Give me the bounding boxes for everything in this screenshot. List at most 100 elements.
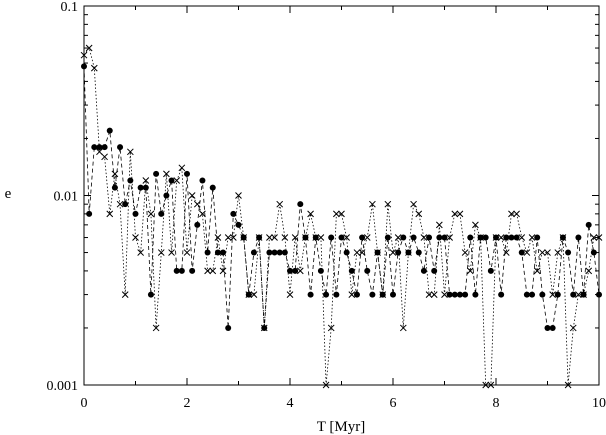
data-point-cross xyxy=(255,234,263,241)
data-point-circle xyxy=(585,221,592,228)
data-point-cross xyxy=(369,200,376,208)
x-tick-label: 0 xyxy=(81,396,88,411)
data-point-cross xyxy=(425,291,433,298)
data-point-cross xyxy=(343,234,351,241)
data-point-cross xyxy=(410,200,417,208)
data-point-cross xyxy=(214,234,222,241)
x-tick-label: 10 xyxy=(592,396,606,411)
data-point-cross xyxy=(188,192,196,199)
data-point-circle xyxy=(178,267,185,274)
data-point-circle xyxy=(565,249,572,256)
data-point-circle xyxy=(431,267,438,274)
data-point-cross xyxy=(590,234,598,241)
data-point-cross xyxy=(307,210,314,218)
data-point-cross xyxy=(461,249,469,256)
data-point-cross xyxy=(204,267,211,275)
data-point-circle xyxy=(353,291,360,298)
data-point-cross xyxy=(302,234,309,241)
data-point-circle xyxy=(184,170,190,177)
data-point-circle xyxy=(436,234,443,241)
data-point-circle xyxy=(400,234,407,241)
x-tick-label: 2 xyxy=(184,396,191,411)
data-point-circle xyxy=(467,234,474,241)
data-point-cross xyxy=(126,148,134,156)
data-point-circle xyxy=(554,291,561,298)
data-point-cross xyxy=(235,192,242,199)
data-point-cross xyxy=(492,234,500,241)
data-point-cross xyxy=(106,210,114,218)
data-point-cross xyxy=(405,249,412,256)
data-point-circle xyxy=(111,184,118,191)
data-point-circle xyxy=(117,144,124,151)
data-point-cross xyxy=(219,267,227,275)
data-point-circle xyxy=(317,267,324,274)
data-point-circle xyxy=(410,234,417,241)
data-point-cross xyxy=(569,324,577,332)
data-point-cross xyxy=(260,324,268,332)
data-point-cross xyxy=(276,200,284,208)
data-point-circle xyxy=(518,249,525,256)
data-point-circle xyxy=(281,249,288,256)
data-point-circle xyxy=(194,221,201,228)
data-point-circle xyxy=(513,234,520,241)
data-point-cross xyxy=(327,324,335,332)
data-point-circle xyxy=(575,234,582,241)
data-point-circle xyxy=(127,177,134,184)
data-point-cross xyxy=(199,210,206,218)
data-point-circle xyxy=(539,291,546,298)
data-point-cross xyxy=(312,234,320,241)
data-point-cross xyxy=(296,267,304,275)
data-point-cross xyxy=(168,249,175,256)
x-tick-label: 6 xyxy=(390,396,397,411)
data-point-circle xyxy=(163,192,170,199)
data-point-cross xyxy=(286,291,294,298)
data-point-cross xyxy=(152,324,160,332)
data-point-circle xyxy=(328,234,335,241)
data-point-cross xyxy=(497,234,505,241)
data-point-cross xyxy=(379,291,387,298)
data-point-circle xyxy=(415,249,422,256)
data-point-cross xyxy=(374,249,381,256)
data-point-circle xyxy=(199,177,206,184)
data-point-circle xyxy=(590,249,597,256)
data-point-cross xyxy=(477,234,484,241)
data-point-cross xyxy=(338,210,345,218)
data-point-cross xyxy=(90,64,98,72)
data-point-cross xyxy=(291,234,299,241)
data-point-circle xyxy=(214,249,221,256)
data-point-cross xyxy=(353,249,361,256)
data-point-circle xyxy=(570,291,577,298)
data-point-cross xyxy=(549,291,557,298)
data-point-circle xyxy=(323,291,330,298)
data-point-circle xyxy=(451,291,458,298)
data-point-cross xyxy=(332,210,340,218)
data-point-circle xyxy=(225,324,232,331)
data-point-cross xyxy=(430,291,438,298)
data-point-cross xyxy=(544,249,551,256)
data-point-cross xyxy=(415,210,423,218)
data-point-circle xyxy=(230,210,237,217)
data-point-cross xyxy=(85,44,93,52)
x-tick-label: 8 xyxy=(493,396,500,411)
data-point-cross xyxy=(559,234,567,241)
data-point-cross xyxy=(518,234,526,241)
data-point-cross xyxy=(399,324,407,332)
data-point-circle xyxy=(189,267,196,274)
data-point-circle xyxy=(487,267,494,274)
data-point-cross xyxy=(116,200,124,208)
data-point-cross xyxy=(575,291,582,298)
data-point-circle xyxy=(390,291,396,298)
data-point-cross xyxy=(554,249,562,256)
data-point-cross xyxy=(533,267,541,275)
data-point-circle xyxy=(158,210,165,217)
data-point-circle xyxy=(369,291,376,298)
data-point-cross xyxy=(317,234,325,241)
data-point-circle xyxy=(508,234,515,241)
series-cross xyxy=(80,44,603,389)
data-point-circle xyxy=(384,234,391,241)
data-point-cross xyxy=(502,249,510,256)
data-point-circle xyxy=(307,291,314,298)
data-point-cross xyxy=(508,210,515,218)
data-point-cross xyxy=(523,249,531,256)
series-circle xyxy=(81,63,602,331)
